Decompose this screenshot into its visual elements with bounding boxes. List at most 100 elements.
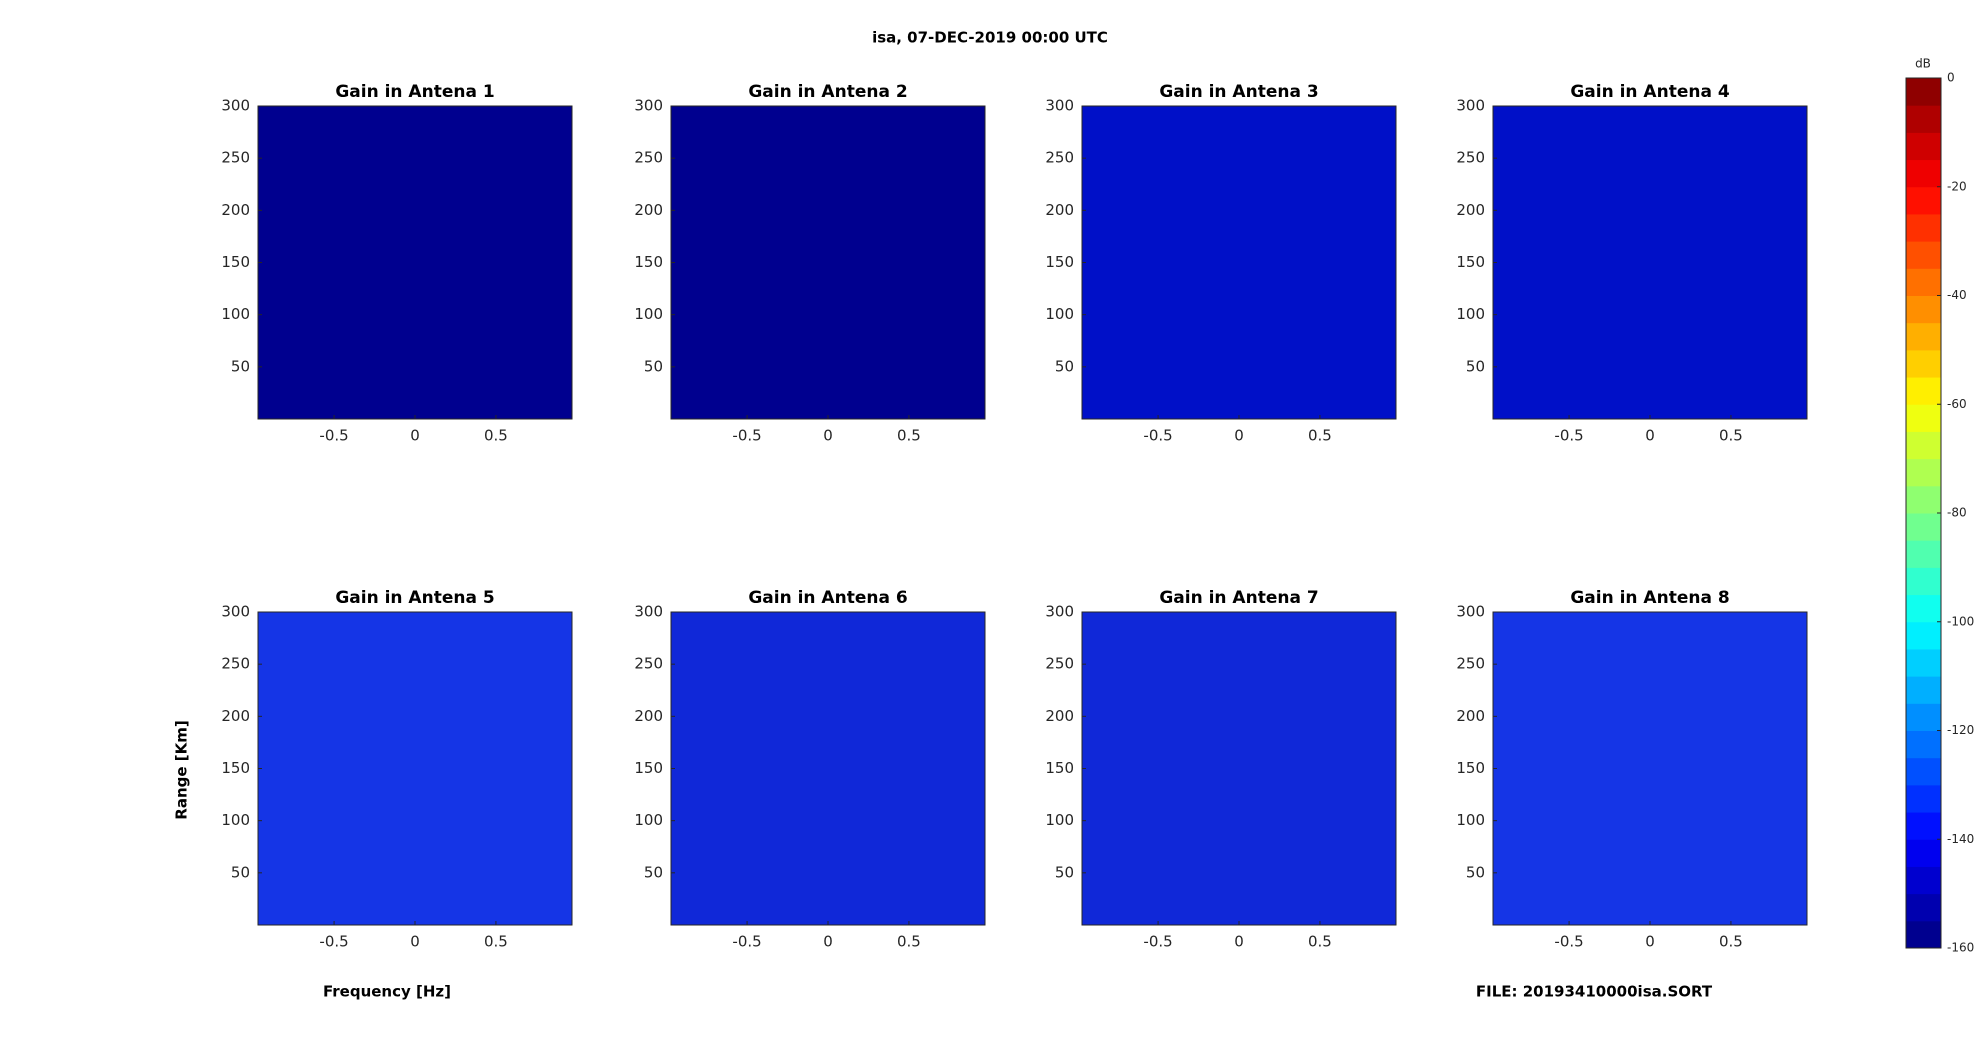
colorbar-tick-label: -20 bbox=[1947, 179, 1967, 193]
y-tick-label: 50 bbox=[231, 863, 250, 881]
colorbar-segment bbox=[1906, 730, 1941, 759]
colorbar-segment bbox=[1906, 812, 1941, 840]
y-tick-label: 250 bbox=[1045, 655, 1074, 673]
panel-title: Gain in Antena 8 bbox=[1570, 588, 1729, 608]
colorbar-tick-label: -40 bbox=[1947, 288, 1967, 302]
y-tick-label: 200 bbox=[1456, 707, 1485, 725]
x-tick-label: 0.5 bbox=[897, 427, 921, 445]
x-tick-label: -0.5 bbox=[1554, 933, 1583, 951]
y-tick-label: 100 bbox=[221, 305, 250, 323]
y-tick-label: 300 bbox=[221, 97, 250, 115]
y-tick-label: 300 bbox=[1456, 97, 1485, 115]
y-tick-label: 250 bbox=[221, 149, 250, 167]
x-tick-label: 0 bbox=[1645, 427, 1655, 445]
x-tick-label: 0 bbox=[1234, 933, 1244, 951]
y-tick-label: 300 bbox=[634, 97, 663, 115]
panel-title: Gain in Antena 2 bbox=[748, 82, 907, 102]
figure-title: isa, 07-DEC-2019 00:00 UTC bbox=[872, 29, 1108, 47]
x-tick-label: -0.5 bbox=[319, 933, 348, 951]
y-tick-label: 100 bbox=[634, 811, 663, 829]
heatmap-area bbox=[258, 612, 572, 925]
x-tick-label: -0.5 bbox=[1143, 427, 1172, 445]
colorbar-segment bbox=[1906, 132, 1941, 161]
colorbar-segment bbox=[1906, 757, 1941, 786]
y-tick-label: 250 bbox=[634, 149, 663, 167]
x-tick-label: -0.5 bbox=[732, 427, 761, 445]
heatmap-area bbox=[1082, 612, 1396, 925]
y-tick-label: 150 bbox=[221, 253, 250, 271]
y-tick-label: 200 bbox=[1045, 201, 1074, 219]
colorbar-segment bbox=[1906, 866, 1941, 895]
x-tick-label: 0 bbox=[1645, 933, 1655, 951]
heatmap-area bbox=[671, 106, 985, 419]
panel-title: Gain in Antena 5 bbox=[335, 588, 494, 608]
x-tick-label: 0.5 bbox=[484, 427, 508, 445]
x-tick-label: 0 bbox=[1234, 427, 1244, 445]
heatmap-area bbox=[1493, 612, 1807, 925]
y-tick-label: 200 bbox=[1045, 707, 1074, 725]
colorbar-tick-label: -120 bbox=[1947, 723, 1974, 737]
colorbar-label: dB bbox=[1915, 57, 1931, 71]
y-tick-label: 50 bbox=[644, 357, 663, 375]
colorbar-segment bbox=[1906, 513, 1941, 541]
y-tick-label: 50 bbox=[1466, 357, 1485, 375]
y-tick-label: 150 bbox=[634, 253, 663, 271]
colorbar-tick-label: -80 bbox=[1947, 506, 1967, 520]
x-tick-label: -0.5 bbox=[732, 933, 761, 951]
colorbar-segment bbox=[1906, 485, 1941, 514]
y-tick-label: 200 bbox=[1456, 201, 1485, 219]
heatmap-area bbox=[258, 106, 572, 419]
colorbar-segment bbox=[1906, 839, 1941, 867]
x-tick-label: 0 bbox=[410, 933, 420, 951]
colorbar-segment bbox=[1906, 213, 1941, 242]
colorbar-segment bbox=[1906, 78, 1941, 106]
y-tick-label: 300 bbox=[1045, 97, 1074, 115]
colorbar-segment bbox=[1906, 567, 1941, 596]
y-tick-label: 100 bbox=[634, 305, 663, 323]
y-tick-label: 150 bbox=[634, 759, 663, 777]
y-tick-label: 300 bbox=[1045, 603, 1074, 621]
colorbar-segment bbox=[1906, 159, 1941, 188]
panel-title: Gain in Antena 6 bbox=[748, 588, 907, 608]
colorbar-segment bbox=[1906, 458, 1941, 487]
y-tick-label: 50 bbox=[644, 863, 663, 881]
colorbar-segment bbox=[1906, 349, 1941, 378]
colorbar-segment bbox=[1906, 105, 1941, 133]
colorbar-segment bbox=[1906, 322, 1941, 351]
y-tick-label: 100 bbox=[1045, 811, 1074, 829]
colorbar-segment bbox=[1906, 186, 1941, 215]
colorbar-segment bbox=[1906, 621, 1941, 650]
colorbar-segment bbox=[1906, 295, 1941, 324]
y-tick-label: 100 bbox=[221, 811, 250, 829]
colorbar-segment bbox=[1906, 893, 1941, 922]
colorbar-segment bbox=[1906, 784, 1941, 813]
x-tick-label: 0 bbox=[823, 933, 833, 951]
x-tick-label: 0.5 bbox=[484, 933, 508, 951]
x-tick-label: -0.5 bbox=[1554, 427, 1583, 445]
y-tick-label: 150 bbox=[1045, 253, 1074, 271]
y-tick-label: 300 bbox=[221, 603, 250, 621]
colorbar-segment bbox=[1906, 404, 1941, 432]
x-tick-label: 0.5 bbox=[1719, 427, 1743, 445]
colorbar-segment bbox=[1906, 676, 1941, 704]
y-tick-label: 50 bbox=[231, 357, 250, 375]
y-tick-label: 300 bbox=[1456, 603, 1485, 621]
colorbar-tick-label: -160 bbox=[1947, 941, 1974, 955]
colorbar-segment bbox=[1906, 540, 1941, 568]
y-tick-label: 250 bbox=[1456, 655, 1485, 673]
heatmap-area bbox=[1493, 106, 1807, 419]
heatmap-area bbox=[671, 612, 985, 925]
x-tick-label: -0.5 bbox=[1143, 933, 1172, 951]
colorbar-segment bbox=[1906, 431, 1941, 460]
colorbar-tick-label: -100 bbox=[1947, 614, 1974, 628]
colorbar-segment bbox=[1906, 377, 1941, 405]
colorbar-segment bbox=[1906, 594, 1941, 623]
panel-title: Gain in Antena 7 bbox=[1159, 588, 1318, 608]
colorbar-tick-label: -140 bbox=[1947, 832, 1974, 846]
y-tick-label: 250 bbox=[1456, 149, 1485, 167]
y-tick-label: 250 bbox=[634, 655, 663, 673]
x-axis-label: Frequency [Hz] bbox=[323, 983, 451, 1001]
colorbar-segment bbox=[1906, 920, 1941, 949]
y-tick-label: 50 bbox=[1055, 863, 1074, 881]
colorbar-segment bbox=[1906, 648, 1941, 677]
